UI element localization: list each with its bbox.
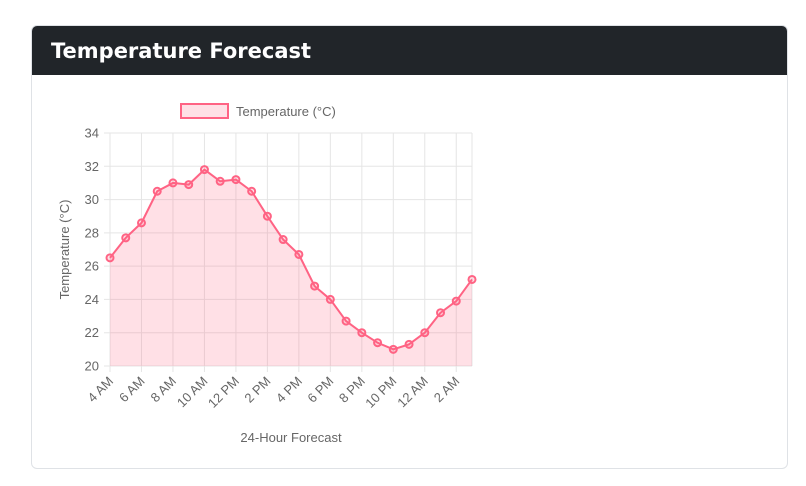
y-axis-title: Temperature (°C): [57, 200, 72, 300]
data-point: [467, 274, 477, 284]
data-point: [184, 180, 194, 190]
y-tick-label: 34: [85, 126, 99, 141]
x-tick-label: 2 AM: [431, 374, 463, 406]
data-point: [215, 176, 225, 186]
data-point: [420, 328, 430, 338]
x-tick-label: 10 AM: [174, 374, 211, 411]
card-title: Temperature Forecast: [32, 26, 787, 75]
x-tick-label: 2 PM: [241, 374, 273, 406]
data-point: [294, 249, 304, 259]
x-tick-label: 4 PM: [273, 374, 305, 406]
data-point: [152, 186, 162, 196]
y-tick-label: 22: [85, 325, 99, 340]
data-point: [451, 296, 461, 306]
x-tick-label: 6 AM: [116, 374, 148, 406]
y-tick-label: 28: [85, 225, 99, 240]
data-point: [325, 294, 335, 304]
data-point: [121, 233, 131, 243]
data-point: [436, 308, 446, 318]
data-point: [278, 235, 288, 245]
data-point: [199, 165, 209, 175]
data-point: [136, 218, 146, 228]
x-tick-label: 10 PM: [362, 374, 399, 411]
data-point: [388, 344, 398, 354]
x-tick-label: 12 PM: [205, 374, 242, 411]
y-tick-label: 32: [85, 159, 99, 174]
y-tick-label: 30: [85, 192, 99, 207]
data-point: [341, 316, 351, 326]
y-tick-label: 26: [85, 259, 99, 274]
x-axis-title: 24-Hour Forecast: [240, 430, 342, 445]
forecast-card: Temperature Forecast 20 22 24 26 28 30 32 34 4 A…: [31, 25, 788, 469]
legend-label: Temperature (°C): [236, 104, 336, 119]
data-point: [168, 178, 178, 188]
data-point: [310, 281, 320, 291]
x-tick-label: 6 PM: [304, 374, 336, 406]
data-point: [247, 186, 257, 196]
x-tick-label: 12 AM: [394, 374, 431, 411]
x-tick-label: 4 AM: [85, 374, 117, 406]
data-point: [357, 328, 367, 338]
y-tick-label: 20: [85, 359, 99, 374]
data-point: [373, 338, 383, 348]
y-tick-label: 24: [85, 292, 99, 307]
data-point: [262, 211, 272, 221]
data-point: [404, 339, 414, 349]
data-point: [105, 253, 115, 263]
data-point: [231, 175, 241, 185]
legend-swatch: [180, 103, 229, 119]
series-area: [110, 169, 472, 366]
